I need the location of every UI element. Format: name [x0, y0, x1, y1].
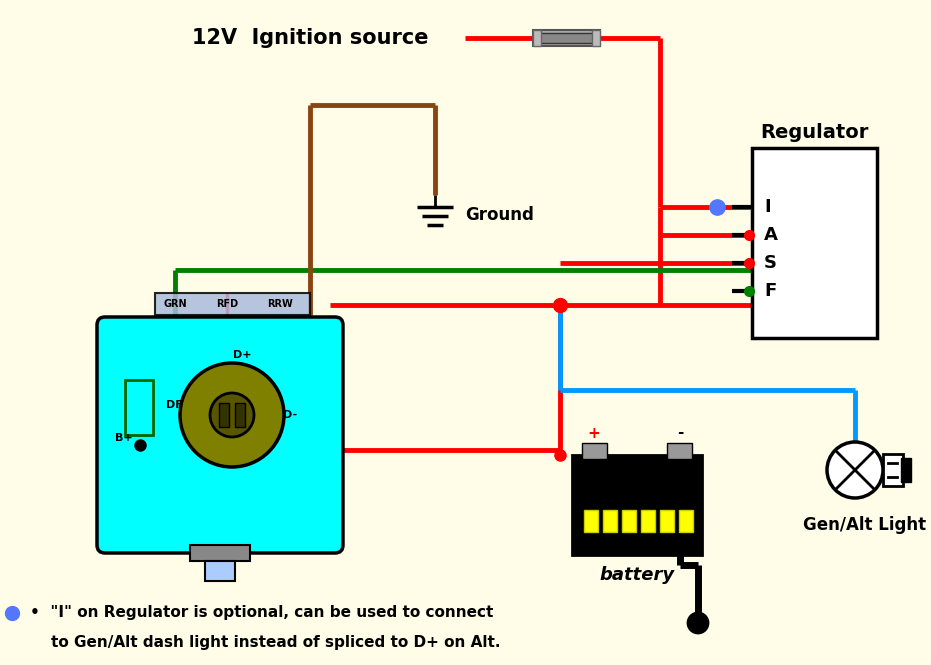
Bar — [219, 403, 229, 427]
Bar — [538, 33, 595, 43]
Bar — [533, 30, 541, 46]
Bar — [622, 510, 636, 532]
Text: Gen/Alt Light: Gen/Alt Light — [803, 516, 926, 534]
Bar — [533, 30, 600, 46]
Bar — [901, 458, 911, 482]
Text: Ground: Ground — [465, 206, 533, 224]
Bar — [883, 454, 903, 486]
Bar — [641, 510, 655, 532]
Bar — [679, 510, 693, 532]
Circle shape — [180, 363, 284, 467]
Text: D-: D- — [283, 410, 297, 420]
Bar — [603, 510, 617, 532]
Bar — [205, 561, 235, 581]
Text: battery: battery — [600, 566, 675, 584]
Text: DF: DF — [166, 400, 182, 410]
Bar — [235, 403, 245, 427]
Bar — [125, 380, 153, 435]
Text: S: S — [764, 254, 777, 272]
Bar — [660, 510, 674, 532]
Text: Regulator: Regulator — [761, 124, 869, 142]
Text: RRW: RRW — [267, 299, 293, 309]
Bar — [572, 455, 702, 555]
Text: F: F — [764, 282, 776, 300]
Bar — [592, 30, 600, 46]
Text: to Gen/Alt dash light instead of spliced to D+ on Alt.: to Gen/Alt dash light instead of spliced… — [30, 636, 501, 650]
Bar — [582, 443, 607, 459]
Text: •  "I" on Regulator is optional, can be used to connect: • "I" on Regulator is optional, can be u… — [30, 606, 493, 620]
Bar — [667, 443, 692, 459]
Text: A: A — [764, 226, 778, 244]
Text: 12V  Ignition source: 12V Ignition source — [192, 28, 428, 48]
Bar — [190, 545, 250, 561]
Bar — [752, 148, 877, 338]
Text: I: I — [764, 198, 771, 216]
Text: GRN: GRN — [163, 299, 187, 309]
Circle shape — [827, 442, 883, 498]
Bar — [155, 293, 310, 315]
Text: D+: D+ — [233, 350, 251, 360]
FancyBboxPatch shape — [97, 317, 343, 553]
Bar — [584, 510, 598, 532]
Circle shape — [688, 613, 708, 633]
Circle shape — [210, 393, 254, 437]
Text: B+: B+ — [115, 433, 132, 443]
Text: -: - — [677, 426, 683, 440]
Text: +: + — [587, 426, 600, 440]
Text: RFD: RFD — [216, 299, 238, 309]
